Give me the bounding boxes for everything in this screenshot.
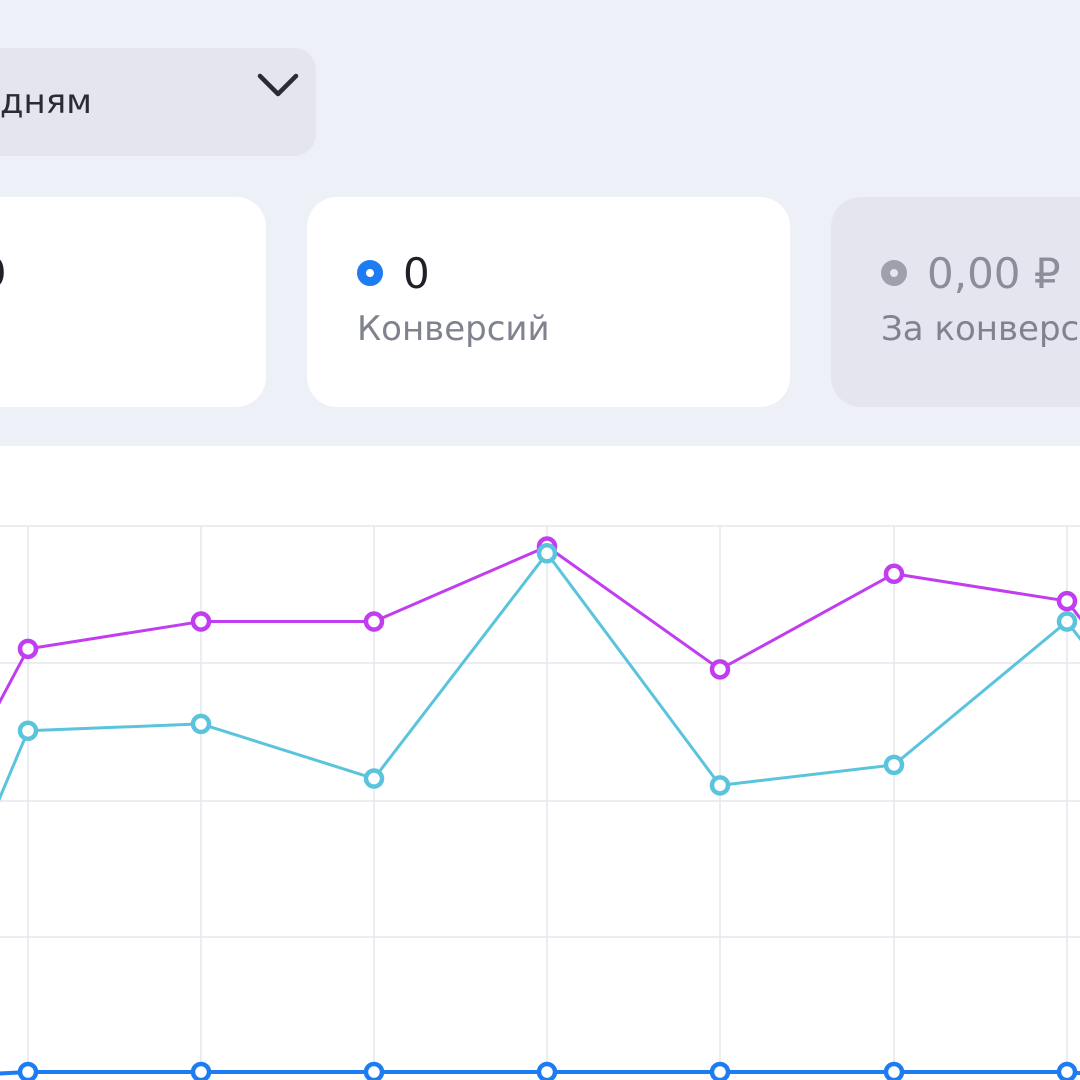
data-point[interactable] [883, 1061, 905, 1080]
chevron-down-icon[interactable] [256, 69, 300, 99]
data-point[interactable] [709, 775, 731, 796]
period-select-value: дням [0, 82, 92, 122]
series-line [0, 551, 1080, 802]
data-point[interactable] [883, 563, 905, 585]
metric-label: Конверсий [357, 309, 550, 349]
metric-value: 9 [0, 249, 7, 298]
data-point[interactable] [1056, 1061, 1078, 1080]
metric-card-conversions[interactable]: 0 Конверсий [307, 197, 790, 407]
metric-label: За конверсию [881, 309, 1080, 349]
series-line [0, 544, 1080, 705]
metric-card-clicks[interactable]: 9 [0, 197, 266, 407]
data-point[interactable] [1056, 611, 1078, 632]
line-chart [0, 525, 1080, 1080]
series-toggle-dot[interactable] [357, 260, 383, 286]
data-point[interactable] [190, 1061, 212, 1080]
data-point[interactable] [17, 638, 39, 660]
data-point[interactable] [536, 543, 558, 564]
data-point[interactable] [363, 1061, 385, 1080]
data-point[interactable] [17, 1061, 39, 1080]
period-select[interactable]: дням [0, 48, 316, 156]
metric-card-cost-per-conversion[interactable]: 0,00 ₽ За конверсию [831, 197, 1080, 407]
data-point[interactable] [17, 720, 39, 741]
data-point[interactable] [190, 611, 212, 632]
data-point[interactable] [709, 1061, 731, 1080]
metric-value: 0,00 ₽ [927, 248, 1061, 298]
data-point[interactable] [363, 768, 385, 789]
data-point[interactable] [190, 713, 212, 735]
series-toggle-dot[interactable] [881, 260, 907, 286]
chart-panel [0, 446, 1080, 1080]
data-point[interactable] [883, 754, 905, 776]
metric-value: 0 [403, 248, 430, 298]
data-point[interactable] [536, 1061, 558, 1080]
data-point[interactable] [363, 611, 385, 632]
data-point[interactable] [709, 659, 731, 680]
data-point[interactable] [1056, 590, 1078, 612]
